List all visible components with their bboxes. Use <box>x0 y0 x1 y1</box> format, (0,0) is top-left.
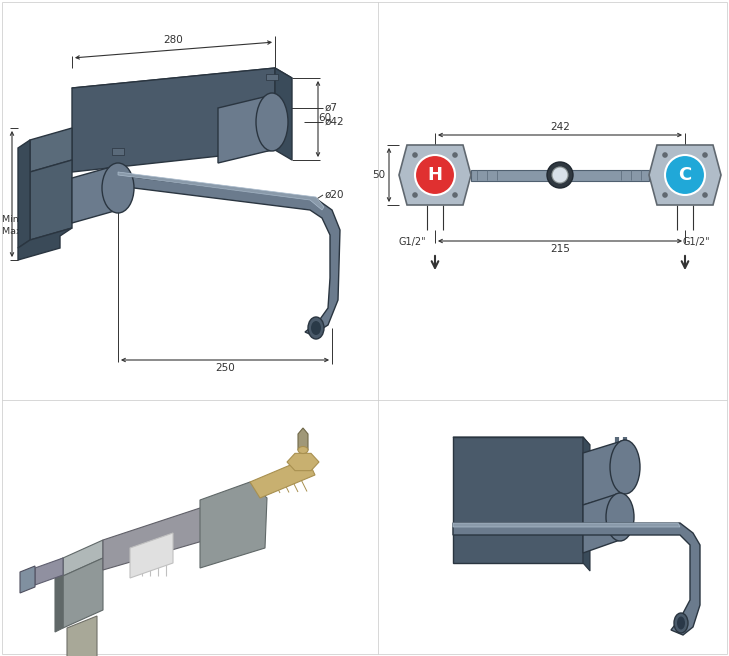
Text: C: C <box>679 166 692 184</box>
Text: 50: 50 <box>373 170 386 180</box>
Circle shape <box>702 192 708 198</box>
Polygon shape <box>453 523 700 635</box>
Text: ø42: ø42 <box>325 117 345 127</box>
Text: H: H <box>427 166 443 184</box>
Polygon shape <box>63 540 103 576</box>
Polygon shape <box>18 228 72 260</box>
Text: 60: 60 <box>319 113 332 123</box>
Polygon shape <box>72 68 292 98</box>
Text: Min 45: Min 45 <box>2 216 34 224</box>
Circle shape <box>662 192 668 198</box>
Polygon shape <box>287 453 319 470</box>
Polygon shape <box>63 558 103 628</box>
Polygon shape <box>453 437 590 445</box>
Ellipse shape <box>298 447 308 453</box>
Polygon shape <box>72 68 275 172</box>
Polygon shape <box>250 458 315 498</box>
Circle shape <box>547 162 573 188</box>
Text: Max 65: Max 65 <box>2 228 36 237</box>
Polygon shape <box>18 140 30 248</box>
Ellipse shape <box>102 163 134 213</box>
Circle shape <box>412 192 418 198</box>
Polygon shape <box>298 428 308 450</box>
Ellipse shape <box>606 493 634 541</box>
Text: 250: 250 <box>215 363 235 373</box>
Polygon shape <box>67 616 97 656</box>
Ellipse shape <box>610 440 640 494</box>
Polygon shape <box>55 558 63 632</box>
Text: 215: 215 <box>550 244 570 254</box>
Polygon shape <box>200 482 267 568</box>
Polygon shape <box>583 440 625 505</box>
Polygon shape <box>30 128 72 172</box>
Circle shape <box>415 155 455 195</box>
Polygon shape <box>649 145 721 205</box>
Text: ø20: ø20 <box>325 190 345 200</box>
Circle shape <box>665 155 705 195</box>
Polygon shape <box>118 175 340 335</box>
Polygon shape <box>453 523 680 527</box>
Circle shape <box>552 167 568 183</box>
Polygon shape <box>218 95 272 163</box>
Polygon shape <box>118 172 324 210</box>
Polygon shape <box>35 558 63 585</box>
Polygon shape <box>20 566 35 593</box>
Circle shape <box>702 152 708 158</box>
Circle shape <box>452 152 458 158</box>
FancyBboxPatch shape <box>471 169 649 180</box>
Polygon shape <box>583 437 590 571</box>
Circle shape <box>452 192 458 198</box>
Ellipse shape <box>308 317 324 339</box>
Ellipse shape <box>677 617 685 630</box>
Polygon shape <box>30 160 72 240</box>
Text: G1/2": G1/2" <box>683 237 711 247</box>
Polygon shape <box>453 437 583 563</box>
Polygon shape <box>103 508 213 570</box>
Polygon shape <box>275 68 292 160</box>
Ellipse shape <box>311 321 321 335</box>
Polygon shape <box>583 493 620 553</box>
Text: 242: 242 <box>550 122 570 132</box>
Ellipse shape <box>256 93 288 151</box>
Polygon shape <box>72 165 118 223</box>
Polygon shape <box>266 74 278 80</box>
Text: ø7: ø7 <box>325 103 338 113</box>
Ellipse shape <box>674 613 688 633</box>
Circle shape <box>412 152 418 158</box>
Polygon shape <box>112 148 124 155</box>
Polygon shape <box>399 145 471 205</box>
Polygon shape <box>130 533 173 578</box>
Text: G1/2": G1/2" <box>399 237 426 247</box>
Text: 280: 280 <box>163 35 183 45</box>
Circle shape <box>662 152 668 158</box>
